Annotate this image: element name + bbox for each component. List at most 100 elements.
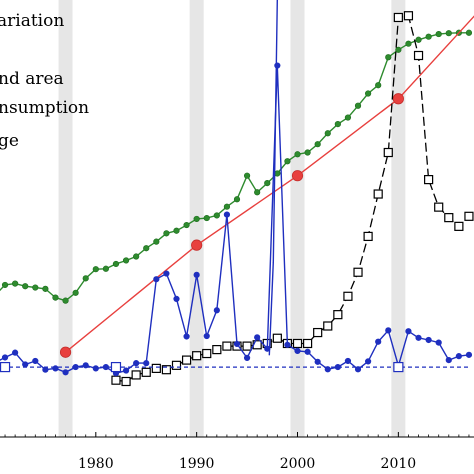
data-point-s2-21 bbox=[323, 321, 333, 331]
data-point-s3-38 bbox=[375, 338, 382, 345]
series-3 bbox=[0, 0, 473, 377]
data-point-s0-2 bbox=[12, 280, 19, 287]
series-line-2 bbox=[115, 14, 470, 383]
data-point-s0-39 bbox=[385, 54, 392, 61]
data-point-s0-44 bbox=[435, 30, 442, 38]
data-point-s3-3 bbox=[22, 361, 29, 368]
data-point-s4-1 bbox=[110, 361, 122, 373]
data-point-s0-43 bbox=[425, 33, 432, 40]
shaded-band-2000 bbox=[290, 0, 305, 437]
data-point-s0-26 bbox=[254, 189, 261, 196]
data-point-s0-15 bbox=[143, 245, 150, 252]
shaded-year-bands bbox=[58, 0, 406, 437]
data-point-s0-29 bbox=[284, 158, 291, 165]
data-point-s3-39 bbox=[385, 327, 392, 334]
data-point-s2-32 bbox=[434, 202, 444, 212]
data-point-s3-46 bbox=[455, 353, 462, 360]
data-point-s3-37 bbox=[365, 358, 372, 365]
data-point-s0-40 bbox=[395, 46, 402, 53]
data-point-s2-31 bbox=[424, 175, 434, 185]
series-2 bbox=[111, 11, 474, 387]
data-point-s2-20 bbox=[313, 327, 323, 338]
data-point-s3-31 bbox=[304, 348, 311, 355]
data-point-s0-11 bbox=[102, 265, 109, 272]
data-point-s2-5 bbox=[161, 365, 172, 375]
data-point-s0-17 bbox=[163, 230, 170, 237]
data-point-s2-10 bbox=[212, 345, 222, 355]
data-point-s0-19 bbox=[183, 221, 190, 229]
data-point-s2-6 bbox=[171, 360, 182, 370]
data-point-s3-15 bbox=[143, 360, 150, 367]
data-point-s0-37 bbox=[365, 90, 372, 97]
legend-entry-3: nsumption bbox=[0, 98, 89, 118]
series-1 bbox=[59, 15, 474, 358]
data-point-s3-41 bbox=[405, 328, 412, 335]
data-point-s2-7 bbox=[181, 355, 192, 365]
data-point-s0-32 bbox=[314, 141, 321, 148]
data-point-s2-22 bbox=[333, 310, 343, 320]
legend-entry-4: ge bbox=[0, 131, 19, 151]
data-point-s2-29 bbox=[403, 11, 414, 21]
data-point-s0-25 bbox=[243, 172, 251, 179]
data-point-s2-26 bbox=[373, 189, 383, 199]
data-point-s3-43 bbox=[425, 336, 432, 344]
data-point-s0-6 bbox=[52, 294, 59, 301]
data-point-s2-11 bbox=[222, 341, 232, 351]
data-point-s3-24 bbox=[233, 340, 241, 348]
data-point-s0-10 bbox=[92, 266, 99, 273]
data-point-s3-1 bbox=[1, 354, 9, 361]
data-point-s0-38 bbox=[375, 82, 382, 89]
data-point-s0-35 bbox=[344, 114, 352, 121]
data-point-s2-27 bbox=[383, 147, 393, 158]
data-point-s0-47 bbox=[465, 29, 473, 36]
data-point-s0-31 bbox=[304, 149, 311, 156]
data-point-s3-20 bbox=[193, 271, 200, 278]
series-0 bbox=[0, 29, 473, 304]
x-tick-label-2010: 2010 bbox=[381, 456, 417, 472]
data-point-s3-18 bbox=[173, 295, 180, 303]
data-point-s2-24 bbox=[353, 267, 363, 277]
data-point-s3-42 bbox=[415, 334, 422, 341]
data-point-s2-35 bbox=[464, 211, 474, 221]
data-point-s0-20 bbox=[193, 215, 200, 223]
data-point-s2-18 bbox=[292, 338, 303, 349]
shaded-band-1977 bbox=[58, 0, 73, 437]
x-tick-label-1980: 1980 bbox=[78, 456, 114, 472]
data-point-s2-28 bbox=[393, 12, 403, 23]
data-point-s2-34 bbox=[454, 221, 464, 231]
data-point-s0-7 bbox=[62, 297, 69, 304]
data-point-s0-30 bbox=[294, 151, 301, 158]
data-point-s2-30 bbox=[413, 50, 424, 61]
data-point-s3-26 bbox=[254, 334, 261, 341]
data-point-s0-45 bbox=[445, 30, 452, 37]
data-point-s0-18 bbox=[173, 227, 180, 234]
data-point-s1-3 bbox=[392, 93, 404, 105]
data-point-s0-22 bbox=[213, 212, 220, 219]
data-point-s3-10 bbox=[92, 365, 99, 372]
x-tick-label-2000: 2000 bbox=[280, 456, 316, 472]
data-point-s3-29 bbox=[284, 341, 291, 348]
data-point-s0-14 bbox=[133, 253, 140, 260]
data-point-s3-25 bbox=[243, 354, 251, 362]
series-4 bbox=[0, 361, 469, 373]
data-point-s2-13 bbox=[242, 341, 252, 351]
data-point-s4-0 bbox=[0, 361, 11, 373]
data-point-s0-23 bbox=[223, 203, 231, 210]
data-point-s4-2 bbox=[393, 361, 404, 373]
data-point-s3-16 bbox=[153, 276, 160, 283]
data-point-s3-2 bbox=[12, 349, 19, 356]
data-point-s2-25 bbox=[363, 231, 373, 242]
data-point-s2-23 bbox=[343, 291, 353, 301]
data-point-s0-36 bbox=[354, 102, 362, 109]
data-point-s0-8 bbox=[72, 289, 79, 296]
data-point-s2-16 bbox=[272, 333, 282, 343]
data-point-s3-23 bbox=[223, 211, 231, 218]
data-point-s0-9 bbox=[82, 275, 89, 282]
data-point-s2-33 bbox=[444, 213, 454, 223]
series-layer bbox=[0, 0, 474, 387]
x-axis: 1980 1990 2000 2010 bbox=[0, 432, 474, 472]
data-point-s3-32 bbox=[314, 358, 321, 365]
data-point-s2-2 bbox=[131, 370, 141, 380]
data-point-s0-3 bbox=[22, 283, 29, 290]
